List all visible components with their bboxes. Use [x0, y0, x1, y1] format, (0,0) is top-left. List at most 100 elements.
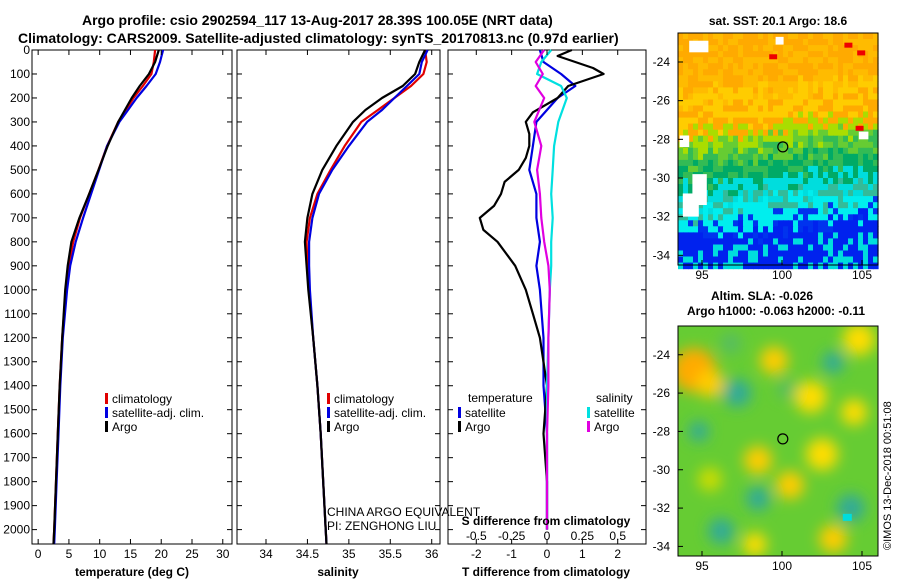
sst-cell: [798, 208, 804, 215]
sst-cell: [758, 39, 764, 46]
sst-cell: [808, 57, 814, 64]
sst-cell: [818, 63, 824, 70]
sst-cell: [853, 129, 859, 137]
sst-cell: [863, 220, 869, 227]
sst-cell: [803, 87, 809, 94]
sst-cell: [848, 238, 854, 245]
sst-cell: [858, 238, 864, 245]
sst-cell: [808, 39, 814, 46]
legend-swatch-s-argo: [587, 421, 590, 432]
sst-cell: [713, 184, 719, 191]
sst-cell: [768, 45, 774, 52]
sst-cell: [693, 147, 699, 155]
sst-cell: [793, 93, 799, 100]
sst-cell: [773, 69, 779, 76]
sst-cell: [738, 250, 744, 258]
sst-cell: [688, 51, 694, 58]
sst-cell: [803, 141, 809, 149]
sst-cell: [808, 262, 814, 270]
sst-cell: [688, 159, 694, 167]
sst-cell: [718, 33, 724, 40]
sst-cell: [853, 63, 859, 70]
sst-cell: [803, 159, 809, 167]
sst-cell: [868, 262, 874, 270]
sst-cell: [788, 57, 794, 64]
sst-cell: [738, 238, 744, 245]
sst-cell: [728, 57, 734, 64]
sst-cell: [858, 99, 864, 107]
sst-cell: [728, 153, 734, 161]
sst-cell: [853, 238, 859, 245]
sst-cell: [728, 75, 734, 82]
sst-cell: [763, 178, 769, 185]
sst-cell: [828, 33, 834, 40]
sst-cell: [763, 256, 769, 264]
sst-cell: [718, 153, 724, 161]
sst-cell: [763, 244, 769, 252]
sst-cell: [853, 51, 859, 58]
sst-cell: [783, 159, 789, 167]
sst-cell: [843, 33, 849, 40]
sst-cell: [688, 178, 694, 185]
sst-nodata-patch: [775, 36, 784, 45]
sst-cell: [688, 262, 694, 270]
sst-cell: [713, 244, 719, 252]
sst-cell: [823, 33, 829, 40]
sst-cell: [713, 262, 719, 270]
sst-cell: [733, 178, 739, 185]
sst-cell: [778, 111, 784, 119]
sst-cell: [728, 238, 734, 245]
sst-cell: [733, 51, 739, 58]
sst-cell: [733, 238, 739, 245]
sla-blob: [708, 518, 735, 545]
sst-cell: [798, 135, 804, 143]
sst-cell: [838, 111, 844, 119]
sla-blob: [744, 446, 772, 475]
sst-cell: [753, 45, 759, 52]
sst-cell: [758, 63, 764, 70]
sst-cell: [848, 147, 854, 155]
sst-cell: [828, 141, 834, 149]
sst-cell: [773, 99, 779, 107]
sst-hot-cell: [855, 125, 864, 131]
sst-cell: [818, 202, 824, 209]
sst-cell: [778, 69, 784, 76]
sst-cell: [833, 220, 839, 227]
sst-cell: [853, 244, 859, 252]
sst-cell: [798, 45, 804, 52]
sst-cell: [848, 165, 854, 173]
sst-cell: [828, 69, 834, 76]
sst-cell: [783, 232, 789, 239]
sst-cell: [678, 238, 684, 245]
sst-cell: [738, 202, 744, 209]
sst-cell: [708, 232, 714, 239]
sla-blob: [696, 369, 724, 398]
sst-cell: [708, 214, 714, 221]
sst-cell: [683, 57, 689, 64]
sst-cell: [823, 208, 829, 215]
sst-cell: [753, 111, 759, 119]
sst-cell: [813, 117, 819, 125]
sst-cell: [858, 250, 864, 258]
sst-cell: [718, 244, 724, 252]
sst-cell: [788, 262, 794, 270]
sst-cell: [758, 111, 764, 119]
sst-cell: [768, 57, 774, 64]
sst-cell: [778, 172, 784, 179]
sst-cell: [758, 165, 764, 173]
sst-cell: [823, 75, 829, 82]
sst-cell: [818, 232, 824, 239]
title-line1: Argo profile: csio 2902594_117 13-Aug-20…: [82, 12, 553, 28]
sst-cell: [803, 232, 809, 239]
sst-cell: [718, 262, 724, 270]
sst-cell: [738, 226, 744, 233]
sst-cell: [718, 172, 724, 179]
sst-cell: [738, 178, 744, 185]
sst-cell: [773, 33, 779, 40]
sst-cell: [793, 244, 799, 252]
credit-line1: CHINA ARGO EQUIVALENT: [327, 505, 481, 519]
sst-cell: [838, 208, 844, 215]
sst-cell: [708, 196, 714, 203]
sst-cell: [808, 232, 814, 239]
